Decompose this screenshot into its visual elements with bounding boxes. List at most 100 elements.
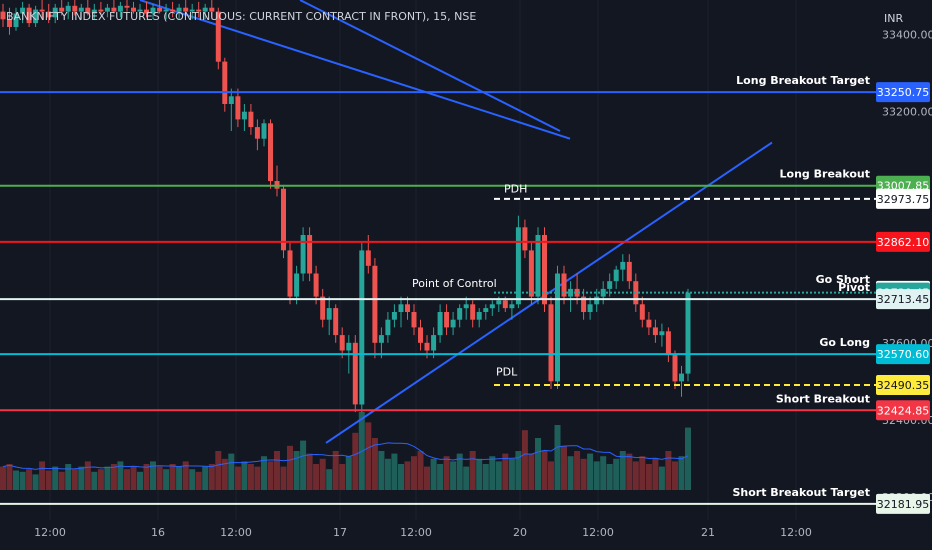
volume-bar: [45, 470, 52, 490]
candle-body: [450, 319, 456, 328]
volume-bar: [65, 464, 72, 490]
volume-bar: [476, 458, 483, 490]
candle-body: [515, 227, 521, 305]
candle-body: [620, 261, 626, 270]
volume-bar: [672, 461, 678, 490]
price-badge-text: 32181.95: [877, 498, 930, 511]
candle-body: [59, 7, 65, 12]
volume-bar: [548, 461, 554, 490]
volume-bar: [593, 461, 600, 490]
candle-body: [111, 7, 117, 12]
candle-body: [33, 9, 39, 24]
candle-body: [124, 5, 130, 8]
chart-grid: [49, 0, 797, 520]
volume-bar: [19, 471, 26, 490]
candle-body: [346, 342, 352, 351]
candle-body: [424, 342, 430, 351]
trend-line-up: [325, 141, 773, 444]
volume-bar: [319, 458, 326, 490]
price-badge: [876, 400, 930, 421]
candle-body: [470, 304, 476, 320]
candle-body: [52, 7, 58, 18]
volume-bar: [332, 451, 339, 490]
candle-body: [359, 250, 365, 405]
volume-bar: [482, 464, 489, 490]
volume-bar: [221, 458, 228, 490]
volume-bar: [515, 451, 522, 490]
price-badge: [876, 289, 930, 310]
level-name-label: Long Breakout Target: [736, 74, 870, 87]
volume-bar: [117, 461, 124, 490]
candle-body: [333, 308, 339, 336]
price-axis: 33400.0033200.0032600.0032400.0032200.00…: [876, 0, 932, 520]
x-tick-label: 16: [151, 526, 165, 539]
volume-bar: [6, 464, 13, 490]
volume-bar: [110, 464, 117, 490]
volume-bar: [215, 451, 222, 490]
candle-body: [78, 7, 84, 12]
candle-body: [104, 7, 110, 12]
volume-bar: [182, 461, 189, 490]
candle-body: [248, 111, 254, 128]
volume-bar: [13, 470, 19, 490]
level-name-label: Short Breakout: [776, 392, 870, 405]
candle-body: [437, 312, 443, 336]
candle-body: [444, 312, 450, 328]
volume-bar: [300, 440, 307, 490]
candle-body: [202, 7, 208, 12]
time-axis-bg: [0, 520, 932, 550]
volume-bar: [574, 451, 581, 490]
candle-body: [215, 11, 221, 62]
volume-bar: [130, 466, 137, 490]
candle-body: [385, 319, 391, 336]
volume-bar: [208, 464, 215, 490]
trend-lines[interactable]: [139, 0, 773, 444]
candle-body: [581, 296, 587, 312]
level-lines[interactable]: Long Breakout Target Long Breakout Go Shor…: [0, 74, 876, 505]
volume-bar: [365, 422, 372, 490]
level-name-label: Pivot: [838, 281, 870, 294]
volume-bar: [411, 456, 417, 490]
candle-body: [281, 188, 286, 251]
volume-bar: [39, 461, 46, 490]
candle-body: [509, 304, 515, 309]
volume-bar: [32, 474, 39, 490]
candle-body: [228, 96, 234, 104]
volume-bar: [78, 466, 85, 490]
annotation-label: PDL: [496, 366, 518, 379]
price-axis-bg: [876, 0, 932, 520]
candle-body: [339, 335, 345, 351]
annotation-label: PDH: [504, 183, 527, 196]
candle-body: [659, 331, 665, 336]
candle-body: [626, 261, 632, 282]
x-tick-label: 12:00: [220, 526, 252, 539]
volume-bar: [541, 451, 548, 490]
candle-body: [665, 331, 671, 355]
candle-body: [300, 235, 306, 274]
x-tick-label: 12:00: [780, 526, 812, 539]
candle-body: [535, 235, 541, 297]
candle-body: [222, 61, 228, 104]
volume-bar: [306, 453, 313, 490]
candle-body: [13, 13, 19, 27]
price-badge: [876, 344, 930, 365]
candle-body: [307, 235, 313, 274]
candle-body: [502, 300, 508, 309]
candle-body: [646, 319, 652, 328]
volume-bar: [652, 458, 659, 490]
candle-body: [555, 273, 560, 382]
volume-bar: [274, 451, 280, 490]
volume-bar: [639, 456, 646, 490]
candles: [0, 0, 691, 413]
volume-bar: [665, 451, 672, 490]
volume-bar: [84, 461, 91, 490]
candle-body: [235, 96, 241, 120]
volume-bar: [632, 461, 639, 490]
volume-bar: [521, 430, 528, 490]
volume-bar: [685, 427, 691, 490]
candle-body: [209, 7, 215, 12]
candle-body: [391, 312, 397, 320]
price-badge-text: 32973.75: [877, 193, 930, 206]
price-badge-text: 33250.75: [877, 86, 930, 99]
